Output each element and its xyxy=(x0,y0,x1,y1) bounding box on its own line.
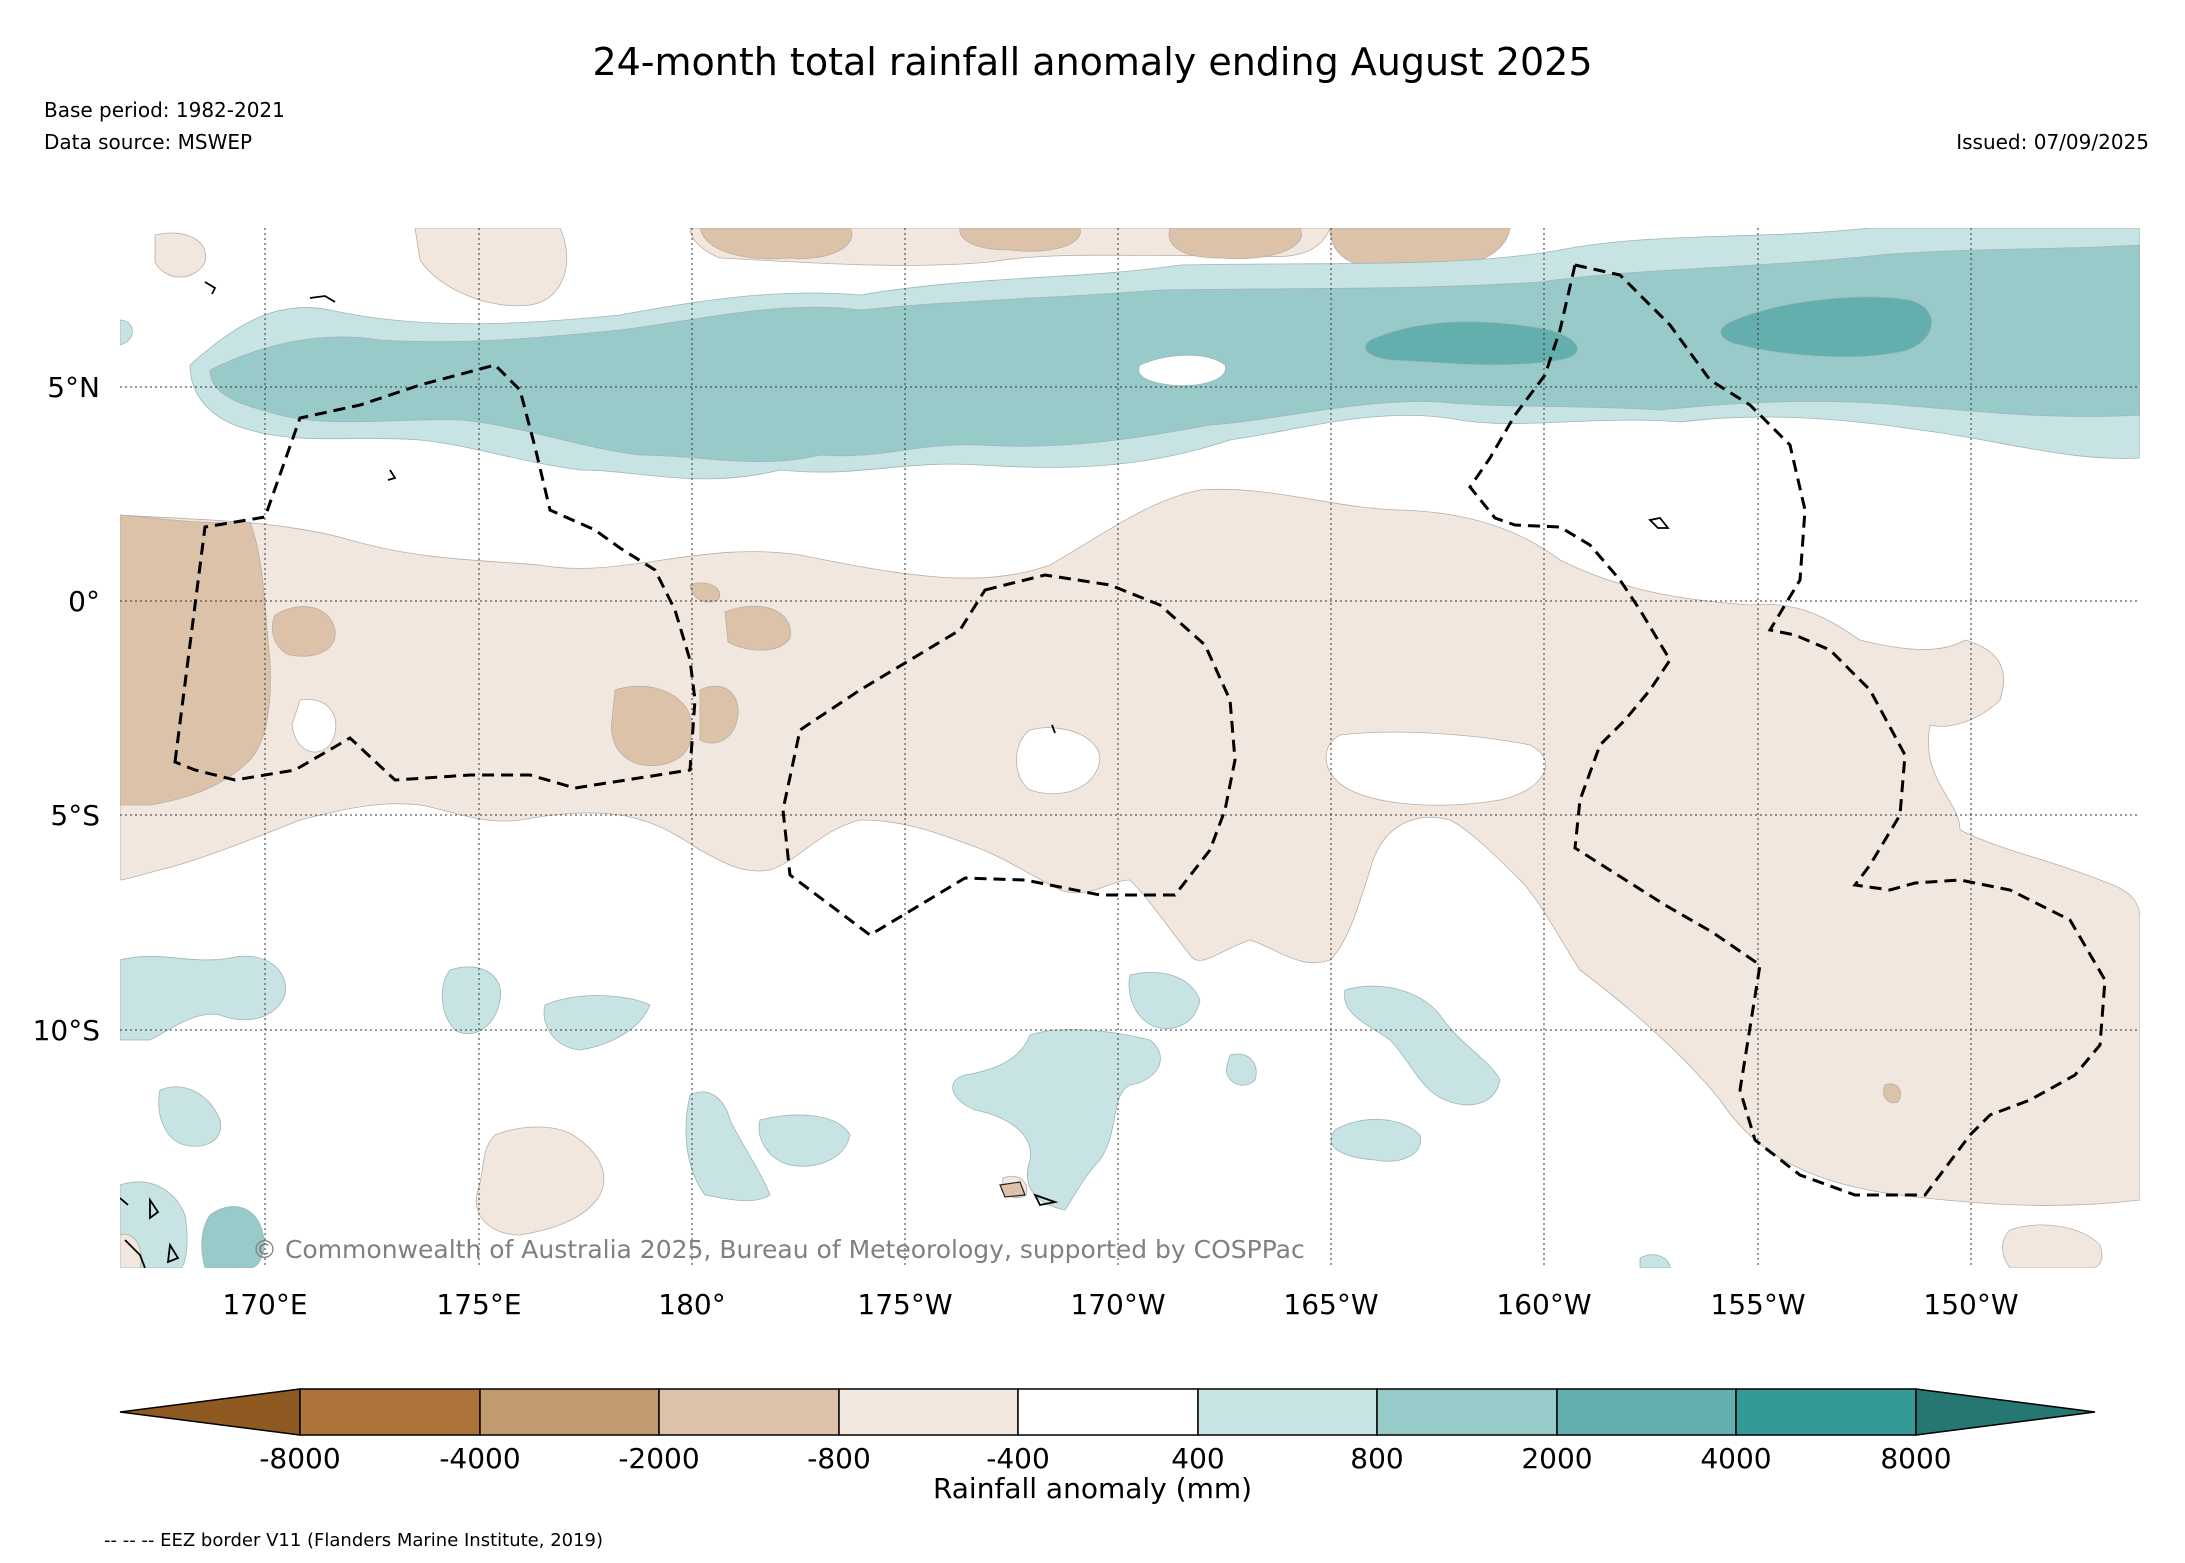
south-wet-patch xyxy=(1344,985,1501,1106)
eez-border xyxy=(1468,263,2107,1197)
lon-label: 175°E xyxy=(436,1288,521,1321)
base-period-text: Base period: 1982-2021 xyxy=(44,98,285,122)
central-dry-region xyxy=(699,685,739,744)
lon-label: 175°W xyxy=(857,1288,952,1321)
central-dry-region xyxy=(1325,731,1546,806)
central-dry-region xyxy=(120,488,2140,1206)
colorbar-segment xyxy=(1197,1388,1378,1436)
north-dry-region xyxy=(154,232,207,278)
central-dry-region xyxy=(271,606,336,657)
north-wet-band xyxy=(209,244,2140,463)
north-wet-band xyxy=(120,319,133,346)
colorbar-segment xyxy=(658,1388,840,1436)
north-wet-band xyxy=(1364,321,1578,366)
south-wet-patch xyxy=(952,1029,1161,1211)
lon-label: 170°E xyxy=(222,1288,307,1321)
copyright-watermark: © Commonwealth of Australia 2025, Bureau… xyxy=(252,1235,1305,1264)
south-dry-patch xyxy=(999,1181,1026,1198)
lon-label: 160°W xyxy=(1496,1288,1591,1321)
colorbar-extend-low xyxy=(119,1388,301,1436)
colorbar-segment xyxy=(479,1388,660,1436)
central-dry-region xyxy=(611,685,693,767)
latitude-axis: 5°N 0° 5°S 10°S xyxy=(33,371,100,1047)
lon-label: 180° xyxy=(658,1288,725,1321)
lon-label: 150°W xyxy=(1923,1288,2018,1321)
south-wet-patch xyxy=(1639,1254,1671,1268)
colorbar-tick-label: -800 xyxy=(807,1442,871,1475)
island-outlines xyxy=(120,281,1670,1268)
colorbar-segment xyxy=(1017,1388,1199,1436)
south-wet-patch xyxy=(758,1114,851,1167)
central-dry-region xyxy=(1883,1083,1902,1104)
colorbar-tick-label: 4000 xyxy=(1700,1442,1771,1475)
south-dry-patch xyxy=(120,1233,142,1268)
colorbar xyxy=(119,1388,2096,1436)
colorbar-segment xyxy=(838,1388,1019,1436)
south-dry-patch xyxy=(2002,1224,2103,1268)
lat-label: 0° xyxy=(68,585,100,618)
colorbar-tick-label: -2000 xyxy=(618,1442,699,1475)
north-dry-region xyxy=(1168,228,1302,260)
south-wet-patch xyxy=(158,1086,222,1147)
lat-label: 5°S xyxy=(50,799,100,832)
colorbar-extend-high xyxy=(1915,1388,2096,1436)
colorbar-segment xyxy=(1376,1388,1558,1436)
south-wet-patch xyxy=(1225,1053,1257,1086)
lat-label: 5°N xyxy=(47,371,100,404)
south-wet-patch xyxy=(1330,1118,1421,1162)
anomaly-field: © Commonwealth of Australia 2025, Bureau… xyxy=(120,228,2140,1268)
central-dry-region xyxy=(724,605,791,651)
colorbar-segment xyxy=(1556,1388,1737,1436)
data-source-text: Data source: MSWEP xyxy=(44,130,253,154)
south-wet-patch xyxy=(1128,972,1201,1029)
colorbar-tick-label: 8000 xyxy=(1880,1442,1951,1475)
south-wet-patch xyxy=(685,1091,771,1202)
eez-borders xyxy=(173,263,2107,1197)
south-wet-patch xyxy=(543,995,651,1051)
south-dry-patch xyxy=(476,1126,605,1236)
colorbar-title: Rainfall anomaly (mm) xyxy=(932,1472,1253,1505)
south-wet-patch xyxy=(441,966,502,1035)
colorbar-ticks: -8000 -4000 -2000 -800 -400 400 800 2000… xyxy=(259,1442,1951,1475)
central-dry-region xyxy=(291,698,337,753)
colorbar-segment xyxy=(1735,1388,1917,1436)
colorbar-tick-label: 2000 xyxy=(1521,1442,1592,1475)
eez-border xyxy=(781,573,1237,937)
north-wet-band xyxy=(1138,354,1226,386)
lon-label: 170°W xyxy=(1070,1288,1165,1321)
south-wet-patch xyxy=(120,955,287,1041)
eez-legend-text: -- -- -- EEZ border V11 (Flanders Marine… xyxy=(104,1530,604,1551)
lat-label: 10°S xyxy=(33,1014,100,1047)
colorbar-tick-label: -8000 xyxy=(259,1442,340,1475)
longitude-axis: 170°E 175°E 180° 175°W 170°W 165°W 160°W… xyxy=(222,1288,2018,1321)
colorbar-tick-label: -400 xyxy=(986,1442,1050,1475)
colorbar-segment xyxy=(299,1388,481,1436)
north-dry-region xyxy=(414,228,568,307)
lon-label: 155°W xyxy=(1710,1288,1805,1321)
issued-date-text: Issued: 07/09/2025 xyxy=(1956,130,2149,154)
north-dry-region xyxy=(699,228,853,260)
north-dry-region xyxy=(959,228,1081,252)
south-wet-patch xyxy=(201,1206,265,1268)
graticule xyxy=(120,228,2140,1268)
colorbar-tick-label: 400 xyxy=(1171,1442,1224,1475)
chart-title: 24-month total rainfall anomaly ending A… xyxy=(592,40,1593,84)
colorbar-tick-label: -4000 xyxy=(439,1442,520,1475)
colorbar-tick-label: 800 xyxy=(1350,1442,1403,1475)
north-wet-band xyxy=(1720,296,1933,358)
central-dry-region xyxy=(689,582,721,603)
central-dry-region xyxy=(120,514,271,806)
central-dry-region xyxy=(1016,727,1101,794)
lon-label: 165°W xyxy=(1283,1288,1378,1321)
